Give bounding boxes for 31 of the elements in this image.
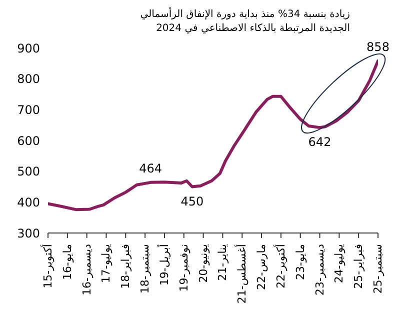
x-tick-label: يوليو-17 (100, 244, 113, 284)
y-tick-label: 300 (17, 226, 40, 240)
annotation: 642 (308, 135, 332, 150)
x-tick-label: أبريل-19 (156, 244, 171, 286)
x-tick-label: أكتوبر-22 (273, 244, 288, 288)
line-series (48, 59, 378, 212)
annotation: 858 (366, 40, 390, 54)
y-tick-label: 400 (17, 195, 40, 210)
text: زيادة بنسبة 34% منذ بداية دورة الإنفاق الرأسمالي الجديدة المرتبطة بالذكاء الاصطناعي في 2024 (139, 8, 350, 36)
x-tick-label: يونيو-20 (196, 244, 210, 283)
annotation: 464 (139, 161, 162, 176)
y-tick-label: 700 (17, 102, 40, 117)
x-tick-label: ديسمبر-16 (80, 244, 94, 296)
y-tick-label: 600 (17, 134, 40, 148)
y-tick-label: 500 (17, 164, 40, 179)
x-tick-label: سبتمبر-25 (372, 244, 384, 294)
annotation: 450 (180, 194, 204, 208)
x-tick-label: مايو-16 (60, 244, 74, 280)
x-tick-label: مارس-22 (255, 244, 268, 290)
x-tick-label: أغسطس-21 (234, 244, 249, 304)
x-tick-label: أكتوبر-15 (40, 244, 54, 288)
x-tick-label: نوفمبر-19 (177, 244, 190, 292)
x-tick-label: سبتمبر-18 (138, 244, 152, 294)
x-tick-label: يوليو-24 (332, 244, 346, 284)
x-tick-label: يناير-21 (216, 244, 230, 281)
y-tick-label: 900 (17, 41, 40, 56)
x-tick-label: مايو-23 (294, 244, 307, 280)
y-tick-label: 800 (17, 72, 40, 86)
x-tick-label: فبراير-18 (119, 244, 132, 289)
x-tick-label: ديسمبر-23 (313, 244, 326, 296)
x-tick-label: فبراير-25 (352, 244, 366, 289)
